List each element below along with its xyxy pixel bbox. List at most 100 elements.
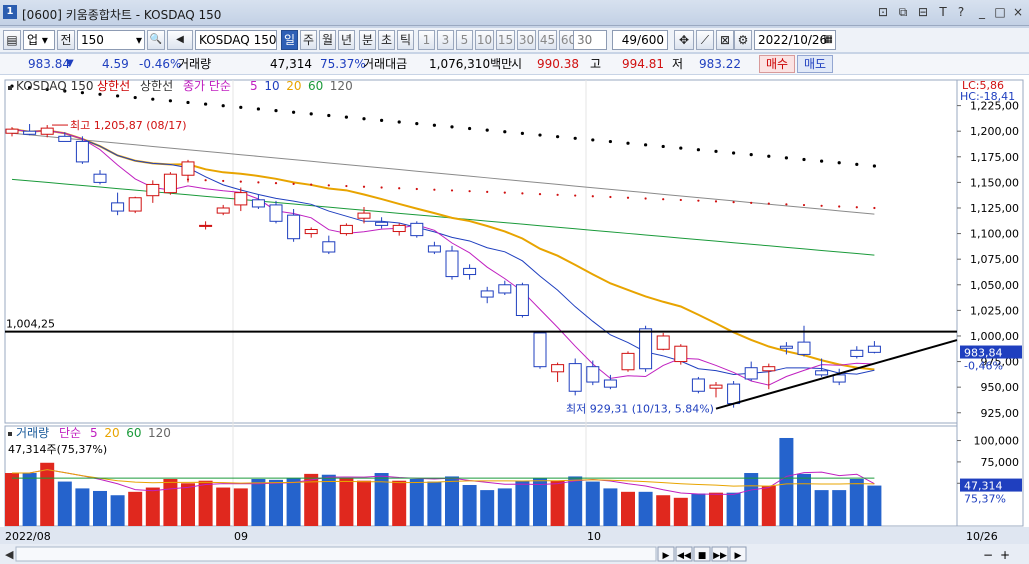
window-title: [0600] 키움종합차트 - KOSDAQ 150	[22, 8, 222, 22]
window-copy-icon[interactable]: ⧉	[898, 5, 908, 19]
volume-bar	[867, 485, 882, 526]
support-line-label: 1,004,25	[6, 318, 55, 331]
interval-input[interactable]: 30	[573, 30, 607, 50]
window-close-icon[interactable]: ×	[1012, 5, 1024, 19]
settings-gear-icon[interactable]: ⚙	[734, 30, 752, 50]
legend-entry: 상한선	[140, 79, 173, 93]
volume-legend-entry: 5	[90, 426, 98, 440]
period-minute-button[interactable]: 분	[359, 30, 376, 50]
upper-band-dot	[802, 157, 806, 162]
window-font-icon[interactable]: T	[939, 5, 947, 19]
limit-band-dot	[626, 196, 630, 199]
scroll-left-icon[interactable]: ◀	[5, 548, 14, 561]
window-split-icon[interactable]: ⊟	[917, 5, 929, 19]
limit-band-dot	[433, 188, 436, 191]
upper-band-dot	[168, 99, 172, 103]
code-input[interactable]: 150 ▾	[77, 30, 145, 50]
count-field[interactable]: 49/600	[612, 30, 668, 50]
compare-icon[interactable]: ⊠	[716, 30, 734, 50]
candle-body	[163, 173, 177, 194]
code-value: 150	[81, 33, 104, 47]
candle-body	[850, 349, 864, 357]
period-day-button[interactable]: 일	[281, 30, 298, 50]
search-icon[interactable]: 🔍	[147, 30, 165, 50]
volume-bar	[673, 497, 688, 526]
window-help-icon[interactable]: ?	[957, 5, 965, 19]
prev-button[interactable]: 전	[57, 30, 75, 50]
high-value: 994.81	[622, 57, 664, 71]
limit-band-dot	[380, 186, 383, 189]
volume-bar	[515, 480, 530, 526]
volume-bar	[849, 479, 864, 526]
y-tick-label: 1,050,00	[970, 279, 1019, 292]
calendar-icon[interactable]: ▦	[823, 34, 833, 45]
upper-band-dots	[10, 84, 877, 168]
sell-button[interactable]: 매도	[797, 55, 833, 73]
limit-band-dot	[574, 194, 577, 197]
volume-bar	[691, 493, 706, 526]
interval-button[interactable]: 3	[437, 30, 454, 50]
volume-bar	[392, 480, 407, 526]
quote-bar: 983.84 ▼ 4.59 -0.46% 거래량 47,314 75.37% 거…	[0, 54, 1029, 74]
volume-bar	[480, 490, 495, 526]
layout-icon[interactable]: ▤	[3, 30, 21, 50]
volume-bar	[110, 495, 125, 526]
interval-button[interactable]: 1	[418, 30, 435, 50]
upper-band-dot	[468, 126, 472, 131]
window-layout-icon[interactable]: ⊡	[877, 5, 889, 19]
trend-line[interactable]	[715, 339, 958, 410]
period-second-button[interactable]: 초	[378, 30, 395, 50]
upper-band-dot	[573, 136, 577, 140]
nav-button[interactable]	[729, 546, 747, 562]
candle-body	[779, 345, 793, 349]
current-volume-tag: 47,314 75,37%	[960, 478, 1022, 506]
stock-chart[interactable]: 925,00 950,00 975,00 1,000,00 1,025,00 1,050,…	[0, 75, 1029, 564]
candle-body	[410, 222, 424, 237]
nav-button[interactable]	[675, 546, 693, 562]
zoom-out-icon[interactable]: −	[983, 548, 993, 562]
buy-button[interactable]: 매수	[759, 55, 795, 73]
volume-bar	[621, 491, 635, 526]
high-annotation-text: 최고 1,205,87 (08/17)	[70, 119, 187, 132]
candle-body	[498, 284, 512, 294]
interval-button[interactable]: 15	[496, 30, 515, 50]
zoom-in-icon[interactable]: +	[1000, 548, 1010, 562]
speaker-icon[interactable]: ◀	[167, 30, 193, 50]
x-label-start: 2022/08	[5, 530, 51, 543]
nav-button[interactable]	[711, 546, 729, 562]
date-input[interactable]: 2022/10/26 ▦	[754, 30, 836, 50]
interval-button[interactable]: 30	[517, 30, 536, 50]
current-volume-pct-text: 75,37%	[964, 493, 1006, 506]
volume-bar	[5, 473, 19, 526]
window-maximize-icon[interactable]: □	[994, 5, 1006, 19]
scroll-track[interactable]	[15, 546, 657, 562]
volume-bar	[585, 481, 600, 526]
upper-band-dot	[432, 123, 436, 127]
upper-band-dot	[661, 144, 665, 149]
volume-bar	[93, 490, 107, 526]
window-minimize-icon[interactable]: _	[979, 5, 985, 19]
interval-button[interactable]: 10	[475, 30, 494, 50]
nav-button[interactable]	[693, 546, 711, 562]
limit-band-dot	[697, 199, 700, 202]
period-week-button[interactable]: 주	[300, 30, 317, 50]
period-tick-button[interactable]: 틱	[397, 30, 414, 50]
upper-band-dot	[767, 154, 771, 158]
nav-button[interactable]	[657, 546, 675, 562]
crosshair-icon[interactable]: ✥	[674, 30, 694, 50]
candle-body	[23, 130, 37, 135]
upper-band-dot	[837, 161, 841, 165]
upper-band-dot	[626, 141, 630, 145]
interval-button[interactable]: 45	[538, 30, 557, 50]
market-select[interactable]: 업 ▾	[23, 30, 55, 50]
upper-band-dot	[503, 130, 507, 134]
candle-body	[128, 197, 142, 212]
period-month-button[interactable]: 월	[319, 30, 336, 50]
draw-tool-icon[interactable]: ⟋	[696, 30, 714, 50]
current-change-tag-text: -0,46%	[964, 360, 1003, 373]
volume-bar	[357, 480, 371, 526]
volume-bar	[75, 488, 90, 526]
period-year-button[interactable]: 년	[338, 30, 355, 50]
y-tick-label: 1,075,00	[970, 253, 1019, 266]
interval-button[interactable]: 5	[456, 30, 473, 50]
